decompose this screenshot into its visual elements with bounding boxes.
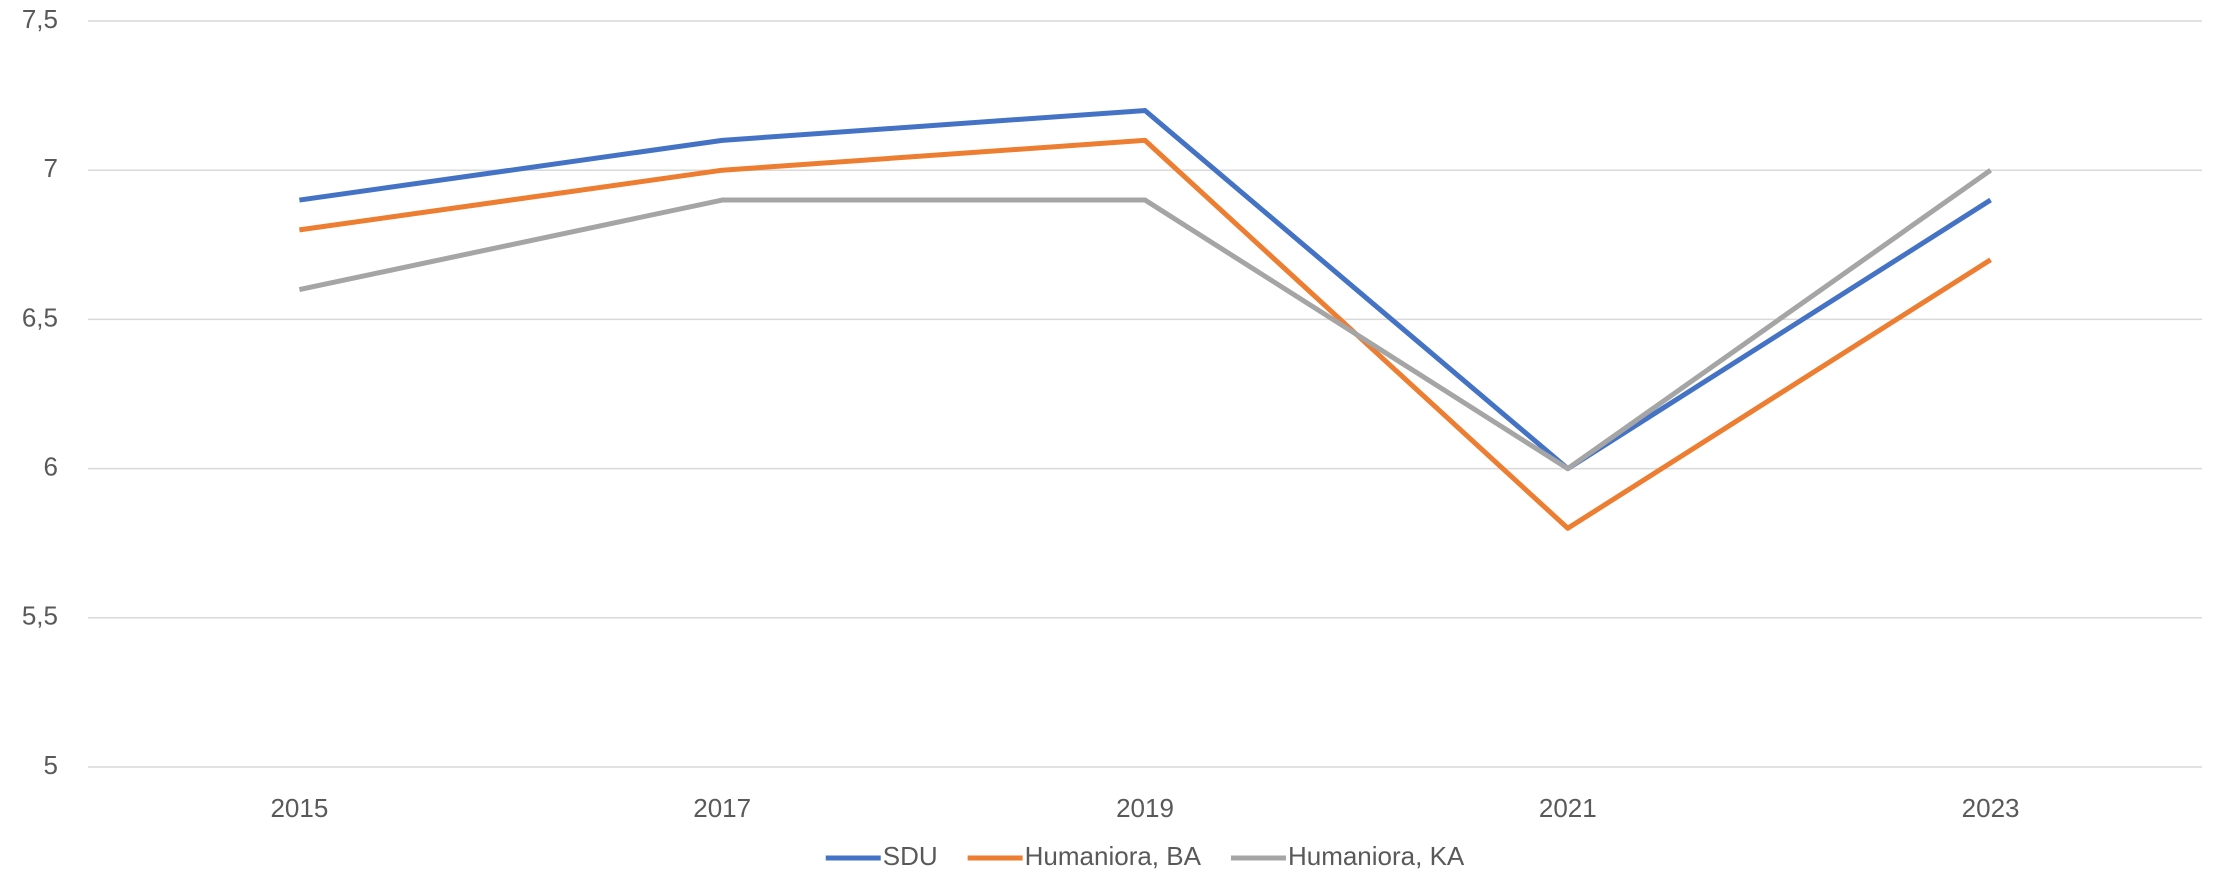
x-tick-label: 2017 <box>693 793 751 823</box>
y-tick-label: 7 <box>44 153 58 183</box>
x-tick-label: 2021 <box>1539 793 1597 823</box>
x-tick-label: 2019 <box>1116 793 1174 823</box>
x-tick-label: 2023 <box>1962 793 2020 823</box>
x-tick-label: 2015 <box>270 793 328 823</box>
legend-label: Humaniora, KA <box>1288 841 1465 871</box>
y-tick-label: 6,5 <box>22 302 58 332</box>
y-tick-label: 6 <box>44 451 58 481</box>
y-tick-label: 5,5 <box>22 601 58 631</box>
line-series <box>298 168 1993 472</box>
legend-label: SDU <box>883 841 938 871</box>
y-tick-label: 5 <box>44 750 58 780</box>
y-tick-label: 7,5 <box>22 4 58 34</box>
line-series <box>299 137 1992 531</box>
line-series <box>299 108 1992 472</box>
legend-label: Humaniora, BA <box>1025 841 1202 871</box>
